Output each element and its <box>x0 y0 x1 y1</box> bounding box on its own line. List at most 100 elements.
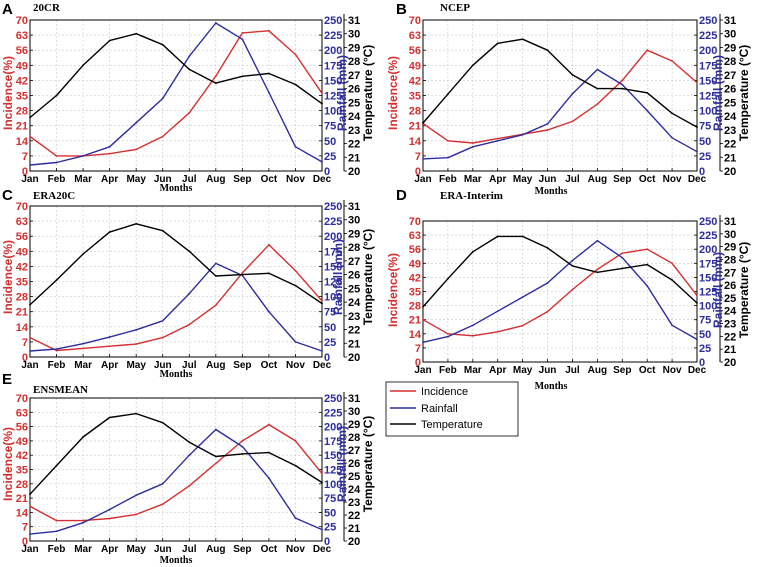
data-point-temperature-d <box>621 267 624 270</box>
data-point-incidence-d <box>671 262 673 265</box>
tick-label-month-b: Jan <box>414 174 431 185</box>
data-point-rainfall-c <box>268 310 270 313</box>
tick-label-incidence-c: 35 <box>16 277 28 289</box>
legend-label-temperature: Temperature <box>421 419 483 431</box>
tick-label-incidence-c: 56 <box>16 231 28 243</box>
data-point-incidence-c <box>241 271 244 274</box>
data-point-temperature-c <box>241 273 244 276</box>
tick-label-temperature-a: 24 <box>348 111 361 123</box>
tick-label-month-c: Apr <box>101 360 118 371</box>
tick-label-temperature-d: 24 <box>724 306 737 318</box>
data-point-incidence-b <box>596 103 599 106</box>
tick-label-temperature-b: 30 <box>724 29 736 41</box>
data-point-rainfall-e <box>214 428 217 431</box>
tick-label-temperature-e: 22 <box>348 510 360 522</box>
y-axis-label-rainfall-b: Rainfall (mm) <box>711 55 725 131</box>
tick-label-incidence-e: 28 <box>16 479 28 491</box>
series-line-rainfall-c <box>29 262 323 352</box>
tick-label-month-d: Sep <box>613 365 631 376</box>
data-point-rainfall-a <box>188 55 191 58</box>
x-axis-label-e: Months <box>160 555 193 566</box>
data-point-temperature-d <box>422 305 424 308</box>
data-point-rainfall-c <box>29 350 31 352</box>
data-point-rainfall-a <box>82 155 84 157</box>
tick-label-incidence-e: 35 <box>16 465 28 477</box>
tick-label-incidence-b: 35 <box>409 91 421 103</box>
tick-label-rainfall-c: 200 <box>324 231 342 243</box>
y-axis-label-temperature-b: Temperature (°C) <box>737 45 751 142</box>
tick-label-rainfall-c: 0 <box>324 352 330 364</box>
data-point-temperature-d <box>496 235 499 238</box>
data-point-temperature-e <box>55 464 58 467</box>
series-line-incidence-e <box>29 423 323 522</box>
tick-label-temperature-b: 20 <box>724 166 736 178</box>
tick-label-temperature-a: 28 <box>348 56 360 68</box>
tick-label-rainfall-b: 0 <box>699 166 705 178</box>
data-point-temperature-a <box>108 39 111 42</box>
tick-label-temperature-c: 26 <box>348 270 360 282</box>
tick-label-incidence-d: 42 <box>409 272 421 284</box>
data-point-rainfall-a <box>161 97 164 100</box>
data-point-temperature-a <box>268 72 270 75</box>
data-point-rainfall-b <box>422 158 424 160</box>
tick-label-rainfall-c: 250 <box>324 201 342 213</box>
data-point-temperature-d <box>521 235 524 238</box>
tick-label-incidence-b: 7 <box>415 151 421 163</box>
data-point-temperature-d <box>696 302 698 304</box>
tick-label-rainfall-d: 0 <box>699 357 705 369</box>
tick-label-month-b: Aug <box>588 174 607 185</box>
tick-label-temperature-e: 28 <box>348 432 360 444</box>
tick-label-temperature-e: 21 <box>348 523 360 535</box>
tick-label-incidence-c: 49 <box>16 246 28 258</box>
tick-label-rainfall-d: 175 <box>699 258 717 270</box>
tick-label-rainfall-a: 125 <box>324 91 342 103</box>
data-point-rainfall-b <box>596 68 599 71</box>
y-axis-label-rainfall-c: Rainfall (mm) <box>331 239 345 315</box>
tick-label-month-c: Jan <box>21 360 38 371</box>
tick-label-temperature-a: 31 <box>348 15 360 27</box>
data-point-incidence-a <box>241 32 244 34</box>
tick-label-month-a: Jan <box>21 174 38 185</box>
data-point-temperature-c <box>161 229 164 232</box>
tick-label-rainfall-b: 150 <box>699 75 717 87</box>
series-line-temperature-e <box>29 412 323 495</box>
tick-label-temperature-c: 31 <box>348 201 360 213</box>
data-point-rainfall-b <box>571 92 574 95</box>
data-point-rainfall-c <box>294 341 297 343</box>
data-point-temperature-d <box>671 279 673 281</box>
data-point-incidence-c <box>268 243 270 246</box>
tick-label-month-d: Mar <box>464 365 482 376</box>
tick-label-temperature-b: 24 <box>724 111 737 123</box>
tick-label-incidence-a: 56 <box>16 45 28 57</box>
tick-label-rainfall-b: 200 <box>699 45 717 57</box>
tick-label-month-e: Aug <box>206 544 225 555</box>
panel-title-d: ERA-Interim <box>440 190 503 202</box>
data-point-temperature-b <box>571 74 574 76</box>
panel-d: D ERA-Interim 0 7 14 21 28 35 42 49 56 63 70 0 25 50 7… <box>386 187 751 392</box>
tick-label-rainfall-e: 25 <box>324 522 336 534</box>
x-axis-label-b: Months <box>535 186 568 197</box>
tick-label-month-a: Aug <box>206 174 225 185</box>
data-point-temperature-b <box>471 64 474 67</box>
data-point-temperature-d <box>646 263 649 266</box>
data-point-incidence-b <box>447 139 449 142</box>
data-point-temperature-d <box>596 271 599 274</box>
tick-label-month-c: Mar <box>74 360 92 371</box>
tick-label-rainfall-a: 100 <box>324 106 342 118</box>
tick-label-rainfall-e: 50 <box>324 507 336 519</box>
tick-label-month-b: May <box>513 174 533 185</box>
tick-label-month-e: Mar <box>74 544 92 555</box>
data-point-temperature-a <box>135 32 138 35</box>
data-point-temperature-d <box>471 250 474 253</box>
tick-label-rainfall-e: 225 <box>324 407 342 419</box>
tick-label-rainfall-a: 50 <box>324 136 336 148</box>
data-point-incidence-c <box>161 336 164 339</box>
data-point-temperature-b <box>496 42 499 45</box>
data-point-temperature-a <box>29 116 31 119</box>
data-point-rainfall-e <box>55 530 58 533</box>
data-point-temperature-a <box>82 64 84 67</box>
data-point-temperature-b <box>521 38 524 41</box>
tick-label-temperature-d: 27 <box>724 267 736 279</box>
data-point-incidence-b <box>621 79 624 82</box>
tick-label-month-c: Nov <box>286 360 305 371</box>
